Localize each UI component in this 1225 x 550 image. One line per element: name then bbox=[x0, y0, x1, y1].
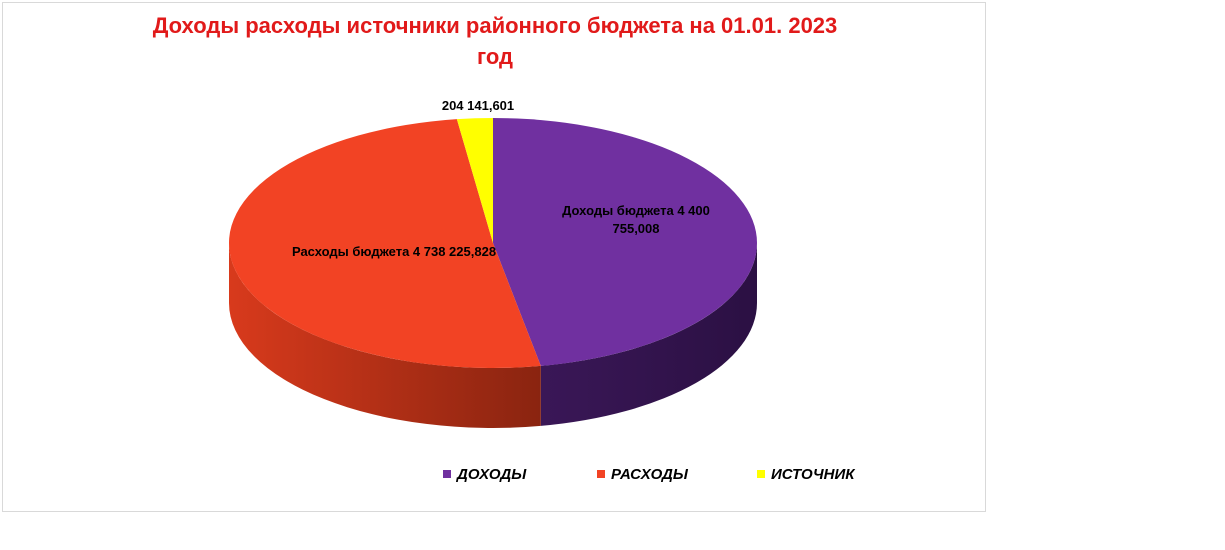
legend-swatch-rashody bbox=[597, 470, 605, 478]
slice-label-dohody: Доходы бюджета 4 400 755,008 bbox=[562, 203, 710, 236]
pie-slice-istochnik bbox=[456, 118, 493, 243]
slice-label-rashody: Расходы бюджета 4 738 225,828 bbox=[292, 244, 496, 259]
legend-item-istochnik: ИСТОЧНИК bbox=[757, 466, 855, 483]
legend-item-rashody: РАСХОДЫ bbox=[597, 466, 688, 483]
legend-item-dohody: ДОХОДЫ bbox=[443, 466, 526, 483]
legend-label-rashody: РАСХОДЫ bbox=[611, 466, 688, 483]
chart-title: Доходы расходы источники районного бюдже… bbox=[0, 10, 990, 72]
pie-group bbox=[229, 118, 758, 429]
legend-swatch-dohody bbox=[443, 470, 451, 478]
pie-labels: Доходы бюджета 4 400 755,008 Расходы бюдж… bbox=[292, 98, 710, 259]
pie-side-dohody bbox=[540, 243, 757, 426]
legend-label-istochnik: ИСТОЧНИК bbox=[771, 466, 855, 483]
legend-label-dohody: ДОХОДЫ bbox=[457, 466, 527, 483]
chart-title-line-2: год bbox=[477, 44, 513, 69]
slice-label-istochnik: 204 141,601 bbox=[442, 98, 514, 113]
pie-chart: Доходы бюджета 4 400 755,008 Расходы бюдж… bbox=[229, 98, 758, 429]
pie-slice-dohody bbox=[493, 118, 758, 366]
chart-legend: ДОХОДЫ РАСХОДЫ ИСТОЧНИК bbox=[0, 466, 990, 488]
legend-swatch-istochnik bbox=[757, 470, 765, 478]
pie-slice-rashody bbox=[229, 119, 541, 368]
pie-side-rashody bbox=[229, 243, 541, 429]
chart-title-line-1: Доходы расходы источники районного бюдже… bbox=[152, 13, 838, 38]
